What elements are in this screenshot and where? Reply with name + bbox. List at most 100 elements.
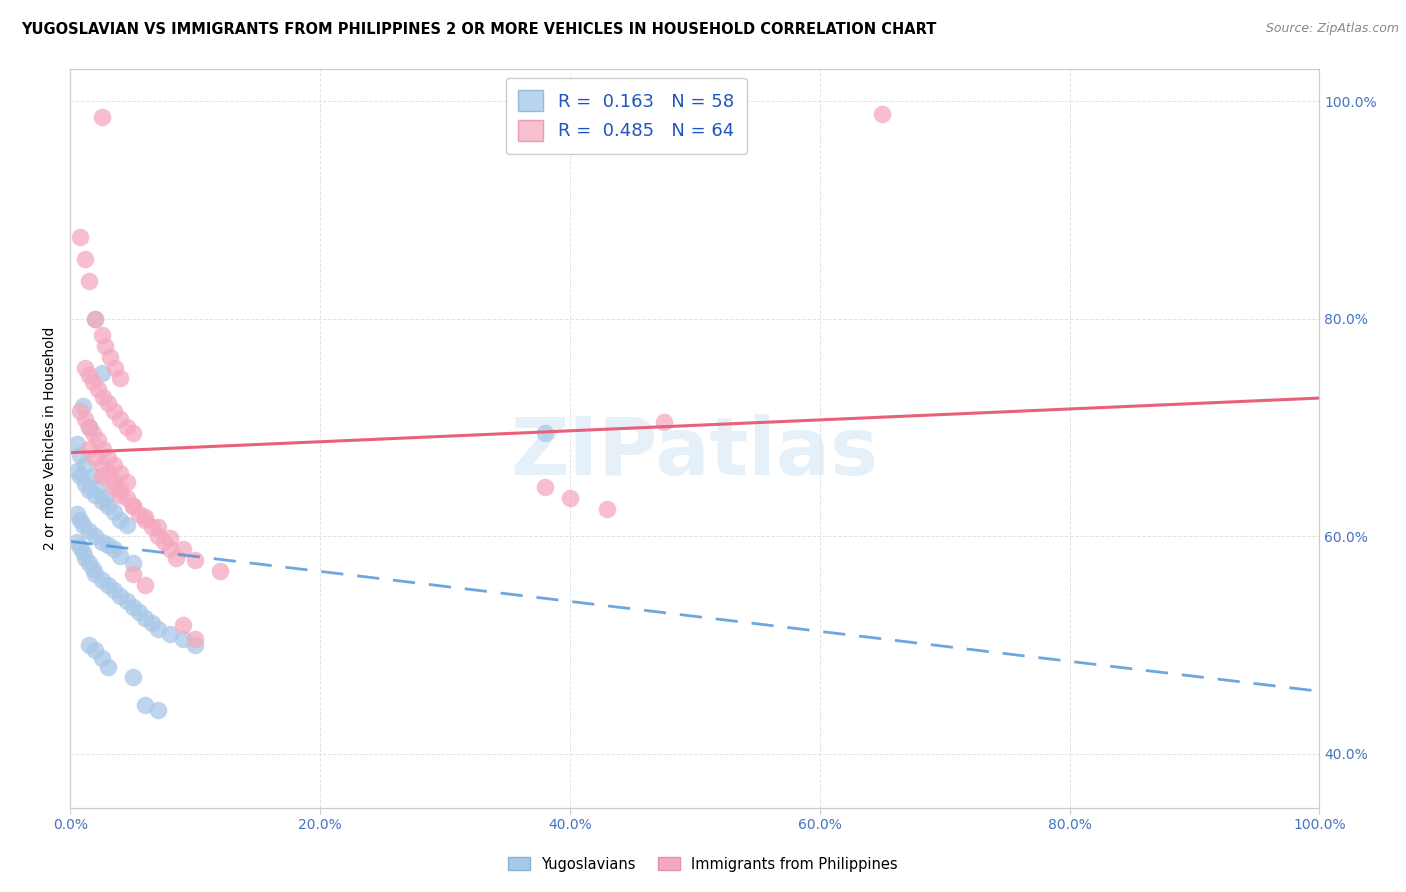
Point [84, 529, 107, 543]
Point [134, 698, 156, 712]
Point [77, 483, 100, 498]
Text: Source: ZipAtlas.com: Source: ZipAtlas.com [1265, 22, 1399, 36]
Point [103, 505, 125, 519]
Point [77, 368, 100, 383]
Point [159, 531, 181, 545]
Point [65, 534, 87, 549]
Point [90, 494, 112, 508]
Point [110, 411, 132, 425]
Point [69, 404, 91, 418]
Point [77, 420, 100, 434]
Point [87, 480, 110, 494]
Point [90, 651, 112, 665]
Point [77, 442, 100, 457]
Point [97, 499, 120, 513]
Point [121, 557, 143, 571]
Point [75, 477, 97, 491]
Point [75, 411, 97, 425]
Point [97, 450, 120, 465]
Point [65, 436, 87, 450]
Point [90, 573, 112, 587]
Point [134, 509, 156, 524]
Point [534, 425, 557, 440]
Point [82, 375, 104, 389]
Point [110, 466, 132, 480]
Point [103, 480, 125, 494]
Text: YUGOSLAVIAN VS IMMIGRANTS FROM PHILIPPINES 2 OR MORE VEHICLES IN HOUSEHOLD CORRE: YUGOSLAVIAN VS IMMIGRANTS FROM PHILIPPIN… [21, 22, 936, 37]
Point [534, 480, 557, 494]
Point [652, 415, 675, 429]
Point [184, 632, 207, 647]
Point [90, 534, 112, 549]
Point [103, 475, 125, 489]
Point [75, 360, 97, 375]
Point [75, 550, 97, 565]
Point [84, 450, 107, 465]
Point [121, 499, 143, 513]
Point [87, 434, 110, 448]
Point [128, 605, 150, 619]
Point [87, 382, 110, 396]
Point [115, 491, 138, 505]
Point [69, 513, 91, 527]
Point [69, 540, 91, 554]
Point [110, 488, 132, 502]
Point [97, 659, 120, 673]
Point [90, 366, 112, 380]
Point [159, 627, 181, 641]
Point [90, 458, 112, 473]
Point [115, 594, 138, 608]
Point [84, 311, 107, 326]
Point [146, 622, 169, 636]
Point [103, 583, 125, 598]
Point [72, 545, 94, 559]
Point [97, 396, 120, 410]
Point [97, 538, 120, 552]
Point [134, 578, 156, 592]
Point [84, 567, 107, 582]
Point [75, 252, 97, 266]
Legend: Yugoslavians, Immigrants from Philippines: Yugoslavians, Immigrants from Philippine… [502, 851, 904, 878]
Point [110, 549, 132, 563]
Point [141, 520, 163, 534]
Point [65, 508, 87, 522]
Point [82, 469, 104, 483]
Point [104, 360, 127, 375]
Point [69, 448, 91, 462]
Point [103, 542, 125, 557]
Point [184, 553, 207, 567]
Point [141, 616, 163, 631]
Point [596, 502, 619, 516]
Point [115, 420, 138, 434]
Point [91, 442, 114, 457]
Point [134, 610, 156, 624]
Point [84, 488, 107, 502]
Point [146, 703, 169, 717]
Point [103, 404, 125, 418]
Point [110, 483, 132, 498]
Point [103, 458, 125, 473]
Point [146, 529, 169, 543]
Legend: R =  0.163   N = 58, R =  0.485   N = 64: R = 0.163 N = 58, R = 0.485 N = 64 [506, 78, 747, 153]
Point [77, 524, 100, 538]
Point [98, 350, 121, 364]
Point [110, 513, 132, 527]
Point [82, 425, 104, 440]
Point [134, 513, 156, 527]
Point [94, 491, 117, 505]
Point [121, 671, 143, 685]
Point [77, 638, 100, 652]
Y-axis label: 2 or more Vehicles in Household: 2 or more Vehicles in Household [44, 326, 58, 550]
Point [172, 632, 194, 647]
Point [110, 371, 132, 385]
Point [128, 508, 150, 522]
Point [77, 420, 100, 434]
Text: ZIPatlas: ZIPatlas [510, 414, 879, 492]
Point [153, 534, 176, 549]
Point [121, 499, 143, 513]
Point [184, 638, 207, 652]
Point [69, 230, 91, 244]
Point [65, 464, 87, 478]
Point [91, 390, 114, 404]
Point [172, 618, 194, 632]
